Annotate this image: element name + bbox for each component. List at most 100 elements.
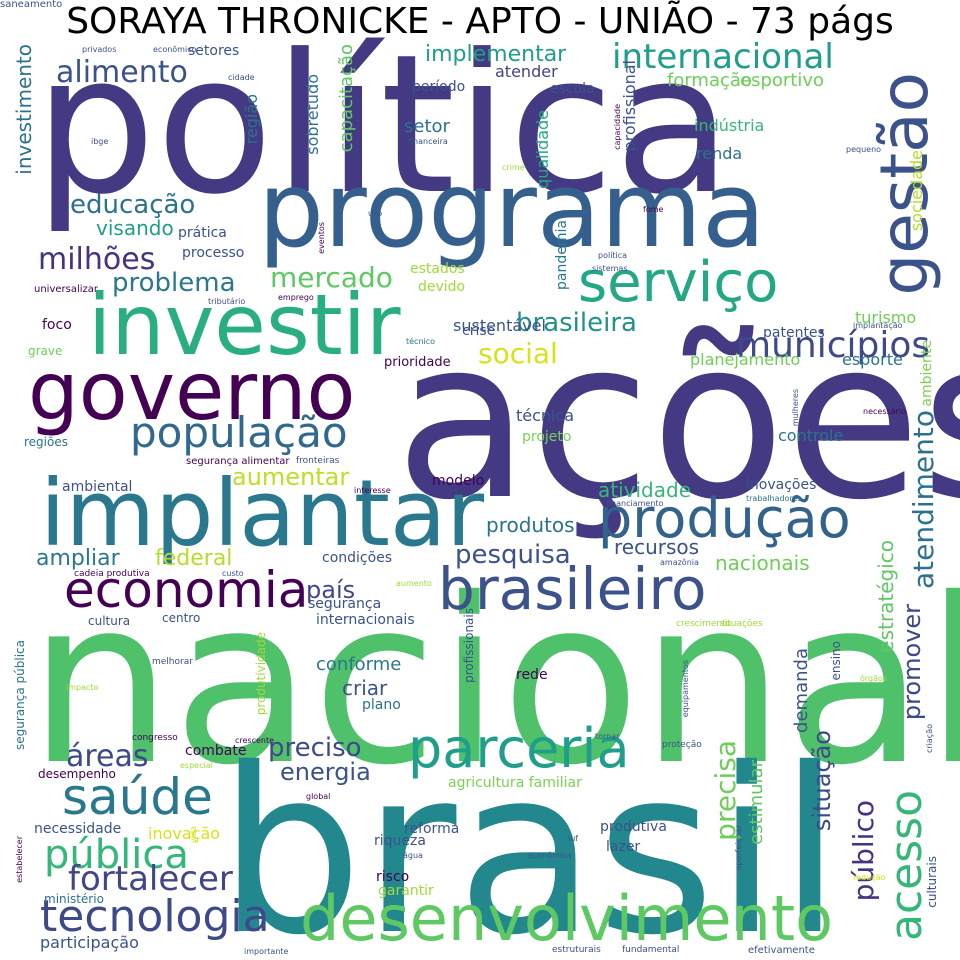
- word-projeto: projeto: [522, 429, 572, 445]
- word-fundamental: fundamental: [622, 945, 680, 955]
- word-producao: produção: [598, 487, 851, 550]
- word-financeira: financeira: [408, 137, 448, 146]
- word-mercado: mercado: [270, 261, 393, 294]
- word-especial: especial: [180, 761, 213, 770]
- word-programa: programa: [258, 149, 766, 271]
- word-modelo: modelo: [432, 473, 485, 489]
- word-alimento: alimento: [56, 55, 188, 90]
- word-atender: atender: [495, 62, 558, 81]
- word-fronteiras: fronteiras: [296, 456, 340, 466]
- word-investimento: investimento: [12, 44, 36, 175]
- word-gestao: gestão: [866, 72, 943, 296]
- word-criacao: criação: [925, 724, 934, 754]
- word-equipamentos: equipamentos: [681, 660, 690, 718]
- word-agricultura-familiar: agricultura familiar: [448, 775, 582, 791]
- word-orgaos: órgãos: [860, 674, 888, 683]
- word-atendimento: atendimento: [907, 410, 940, 590]
- word-atividade: atividade: [598, 478, 691, 502]
- word-riqueza: riqueza: [374, 833, 426, 849]
- word-condicoes: condições: [322, 550, 393, 566]
- word-internacional: internacional: [612, 37, 834, 77]
- word-crise: crise: [462, 323, 496, 339]
- word-sistemas: sistemas: [592, 264, 628, 273]
- word-ministerio: ministério: [44, 892, 104, 906]
- word-cultura: cultura: [88, 614, 131, 628]
- word-aumentar: aumentar: [232, 463, 350, 491]
- page-title: SORAYA THRONICKE - APTO - UNIÃO - 73 pág…: [66, 1, 894, 42]
- word-crescente: crescente: [235, 736, 275, 745]
- word-renda: renda: [696, 144, 743, 163]
- word-implantar: implantar: [40, 460, 485, 567]
- word-parceria: parceria: [408, 717, 630, 780]
- word-servico: serviço: [578, 250, 779, 315]
- word-cadeia-produtiva: cadeia produtiva: [74, 569, 150, 579]
- word-ampliar: ampliar: [36, 546, 120, 571]
- word-crescimento: crescimento: [676, 619, 732, 629]
- word-profissionais: profissionais: [462, 608, 476, 683]
- word-brasil: brasil: [218, 719, 842, 960]
- word-sustentavel: sustentável: [453, 316, 546, 335]
- word-ensino: ensino: [829, 641, 843, 681]
- word-reducao: redução: [853, 873, 886, 882]
- word-produtividade: produtividade: [254, 632, 268, 716]
- word-emprego: emprego: [278, 293, 314, 302]
- word-ambiental: ambiental: [62, 479, 133, 495]
- word-privados: privados: [82, 45, 117, 54]
- word-eventos: eventos: [317, 222, 326, 254]
- word-sobretudo: sobretudo: [303, 74, 322, 155]
- word-municipios: municípios: [736, 325, 931, 366]
- word-patentes: patentes: [763, 325, 825, 341]
- word-acesso: acesso: [881, 790, 932, 941]
- word-risco: risco: [376, 869, 410, 885]
- word-amazonia: amazônia: [660, 558, 699, 567]
- word-energia: energia: [280, 758, 371, 786]
- word-estrategico: estratégico: [874, 540, 898, 653]
- word-escola: escola: [550, 81, 595, 97]
- word-produtiva: produtiva: [600, 819, 667, 835]
- word-problema: problema: [112, 268, 236, 298]
- word-turismo: turismo: [855, 308, 917, 327]
- word-iuf: iuf: [568, 834, 579, 843]
- word-capacidade: capacidade: [613, 104, 622, 150]
- word-criar: criar: [342, 676, 388, 700]
- word-nacional: nacional: [28, 549, 960, 815]
- word-visando: visando: [96, 216, 174, 240]
- word-necessario: necessário: [863, 407, 906, 416]
- word-recursos: recursos: [614, 535, 700, 559]
- word-periodo: período: [412, 79, 466, 95]
- word-situacoes: situações: [720, 619, 763, 629]
- word-tornar: tornar: [595, 732, 620, 741]
- word-cidade: cidade: [228, 73, 255, 82]
- word-interesse: interesse: [354, 486, 391, 495]
- word-tecnico: técnico: [406, 337, 436, 346]
- word-rede: rede: [516, 667, 548, 683]
- word-uso: uso: [368, 209, 383, 218]
- word-inovacao: inovação: [148, 824, 221, 843]
- word-reforma: reforma: [404, 821, 460, 837]
- word-regiao: região: [242, 94, 261, 145]
- word-crime: crime: [502, 163, 525, 172]
- word-mulheres: mulheres: [791, 389, 800, 427]
- word-tecnologia: tecnologia: [40, 891, 270, 942]
- word-esporte: esporte: [842, 350, 903, 369]
- word-estimular: estimular: [746, 760, 767, 845]
- word-tributario: tributário: [208, 297, 246, 306]
- word-fortalecer: fortalecer: [68, 859, 233, 899]
- word-economia: economia: [64, 561, 309, 619]
- word-sociedade: sociedade: [907, 150, 926, 232]
- word-economico: econômico: [153, 45, 197, 54]
- word-estabelecer: estabelecer: [15, 836, 24, 883]
- word-internacionais: internacionais: [316, 612, 415, 628]
- word-pais: país: [306, 576, 356, 604]
- word-protecao: proteção: [662, 740, 702, 750]
- word-preciso: preciso: [268, 733, 362, 763]
- word-garantir: garantir: [378, 883, 434, 899]
- word-politica: política: [34, 14, 732, 237]
- word-culturais: culturais: [925, 856, 939, 908]
- word-federal: federal: [155, 546, 233, 571]
- word-impacto: impacto: [66, 683, 99, 692]
- word-brasileiro: brasileiro: [438, 555, 707, 623]
- word-demanda: demanda: [791, 648, 812, 733]
